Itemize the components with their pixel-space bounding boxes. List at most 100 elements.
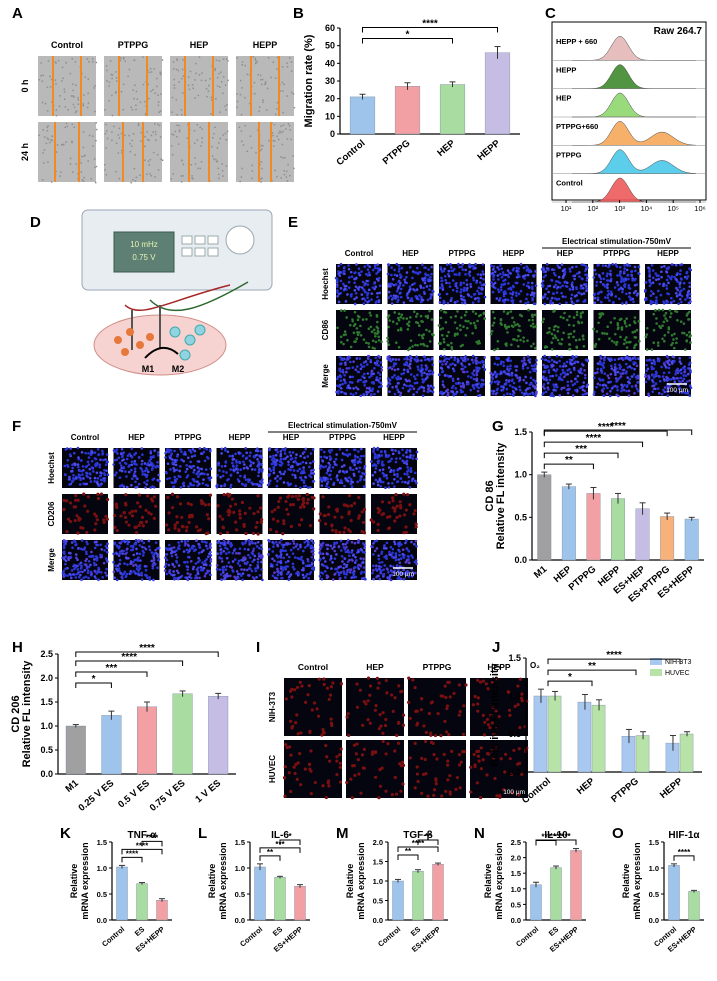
cell-speck bbox=[87, 78, 90, 80]
cell-dot bbox=[376, 480, 380, 484]
cell-dot bbox=[547, 290, 550, 294]
cell-dot bbox=[304, 461, 308, 465]
cell-dot bbox=[350, 485, 354, 489]
cell-dot bbox=[413, 282, 416, 285]
cell-dot bbox=[74, 553, 78, 556]
cell-dot bbox=[408, 346, 412, 350]
cell-dot bbox=[575, 286, 578, 289]
cell-dot bbox=[523, 358, 526, 362]
m2-label: M2 bbox=[172, 364, 185, 374]
cell-dot bbox=[425, 366, 429, 369]
cell-speck bbox=[108, 100, 110, 102]
cell-dot bbox=[441, 380, 445, 383]
cell-dot bbox=[645, 369, 649, 372]
cell-dot bbox=[425, 373, 429, 376]
cell-dot bbox=[385, 474, 388, 477]
cell-speck bbox=[221, 163, 223, 165]
panelF-tile bbox=[215, 538, 264, 582]
cell-dot bbox=[548, 330, 551, 334]
cell-dot bbox=[380, 368, 384, 372]
cell-dot bbox=[630, 385, 634, 388]
cell-dot bbox=[575, 310, 579, 314]
cell-dot bbox=[384, 486, 387, 490]
cell-dot bbox=[202, 549, 205, 552]
cell-speck bbox=[216, 85, 219, 87]
cell-dot bbox=[169, 548, 173, 551]
cell-dot bbox=[175, 556, 179, 559]
cell-dot bbox=[65, 499, 69, 503]
cell-dot bbox=[622, 342, 626, 346]
cell-speck bbox=[87, 160, 89, 162]
cell-dot bbox=[182, 550, 186, 553]
cell-dot bbox=[353, 463, 356, 467]
cell-dot bbox=[207, 457, 210, 460]
cell-speck bbox=[191, 84, 194, 86]
cell-speck bbox=[271, 132, 274, 134]
stimulator-key bbox=[181, 247, 193, 257]
cell-dot bbox=[393, 374, 396, 377]
cell-dot bbox=[87, 565, 91, 569]
cell-dot bbox=[472, 387, 476, 390]
cell-dot bbox=[136, 558, 139, 561]
cell-dot bbox=[66, 574, 69, 577]
cell-dot bbox=[138, 564, 142, 567]
cell-dot bbox=[403, 357, 406, 361]
cell-dot bbox=[227, 561, 231, 564]
cell-dot bbox=[540, 357, 544, 361]
cell-dot bbox=[619, 286, 623, 290]
cell-dot bbox=[96, 448, 100, 451]
cell-dot bbox=[229, 486, 233, 489]
cell-dot bbox=[402, 301, 406, 304]
cell-speck bbox=[142, 56, 144, 58]
cell-speck bbox=[65, 122, 68, 125]
cell-dot bbox=[460, 297, 463, 301]
cell-dot bbox=[621, 372, 624, 375]
cell-dot bbox=[622, 279, 626, 283]
cell-dot bbox=[171, 563, 175, 566]
cell-dot bbox=[186, 501, 190, 506]
cell-dot bbox=[140, 515, 145, 519]
cell-dot bbox=[349, 392, 353, 396]
cell-dot bbox=[644, 380, 648, 384]
cell-dot bbox=[571, 383, 575, 387]
cell-dot bbox=[254, 567, 257, 570]
cell-dot bbox=[231, 570, 235, 573]
cell-dot bbox=[93, 558, 96, 561]
cell-dot bbox=[492, 265, 496, 268]
cell-dot bbox=[93, 540, 97, 544]
cell-dot bbox=[596, 371, 599, 374]
cell-dot bbox=[137, 523, 141, 527]
cell-dot bbox=[88, 472, 92, 475]
cell-dot bbox=[510, 299, 513, 303]
cell-dot bbox=[153, 449, 156, 452]
cell-dot bbox=[177, 544, 181, 547]
cell-speck bbox=[129, 150, 132, 153]
cell-dot bbox=[387, 526, 392, 530]
cell-dot bbox=[170, 452, 174, 456]
cell-dot bbox=[634, 384, 638, 387]
cell-dot bbox=[141, 473, 145, 476]
cell-dot bbox=[363, 283, 366, 287]
cell-dot bbox=[685, 339, 688, 343]
cell-dot bbox=[349, 477, 353, 481]
cell-speck bbox=[192, 87, 195, 90]
cell-dot bbox=[541, 376, 545, 380]
cell-speck bbox=[227, 79, 229, 82]
cell-dot bbox=[225, 564, 229, 568]
cell-dot bbox=[568, 343, 571, 346]
cell-dot bbox=[601, 383, 605, 387]
cell-dot bbox=[506, 325, 509, 329]
cell-dot bbox=[166, 495, 170, 500]
cell-dot bbox=[580, 263, 584, 266]
cell-dot bbox=[367, 345, 371, 349]
cell-dot bbox=[343, 287, 347, 291]
cell-dot bbox=[184, 542, 187, 545]
cell-dot bbox=[544, 376, 548, 380]
cell-dot bbox=[353, 302, 357, 306]
cell-dot bbox=[124, 493, 128, 497]
cell-dot bbox=[559, 365, 562, 368]
cell-dot bbox=[230, 497, 235, 501]
cell-dot bbox=[345, 370, 348, 374]
cell-dot bbox=[562, 365, 565, 368]
cell-dot bbox=[337, 300, 341, 304]
